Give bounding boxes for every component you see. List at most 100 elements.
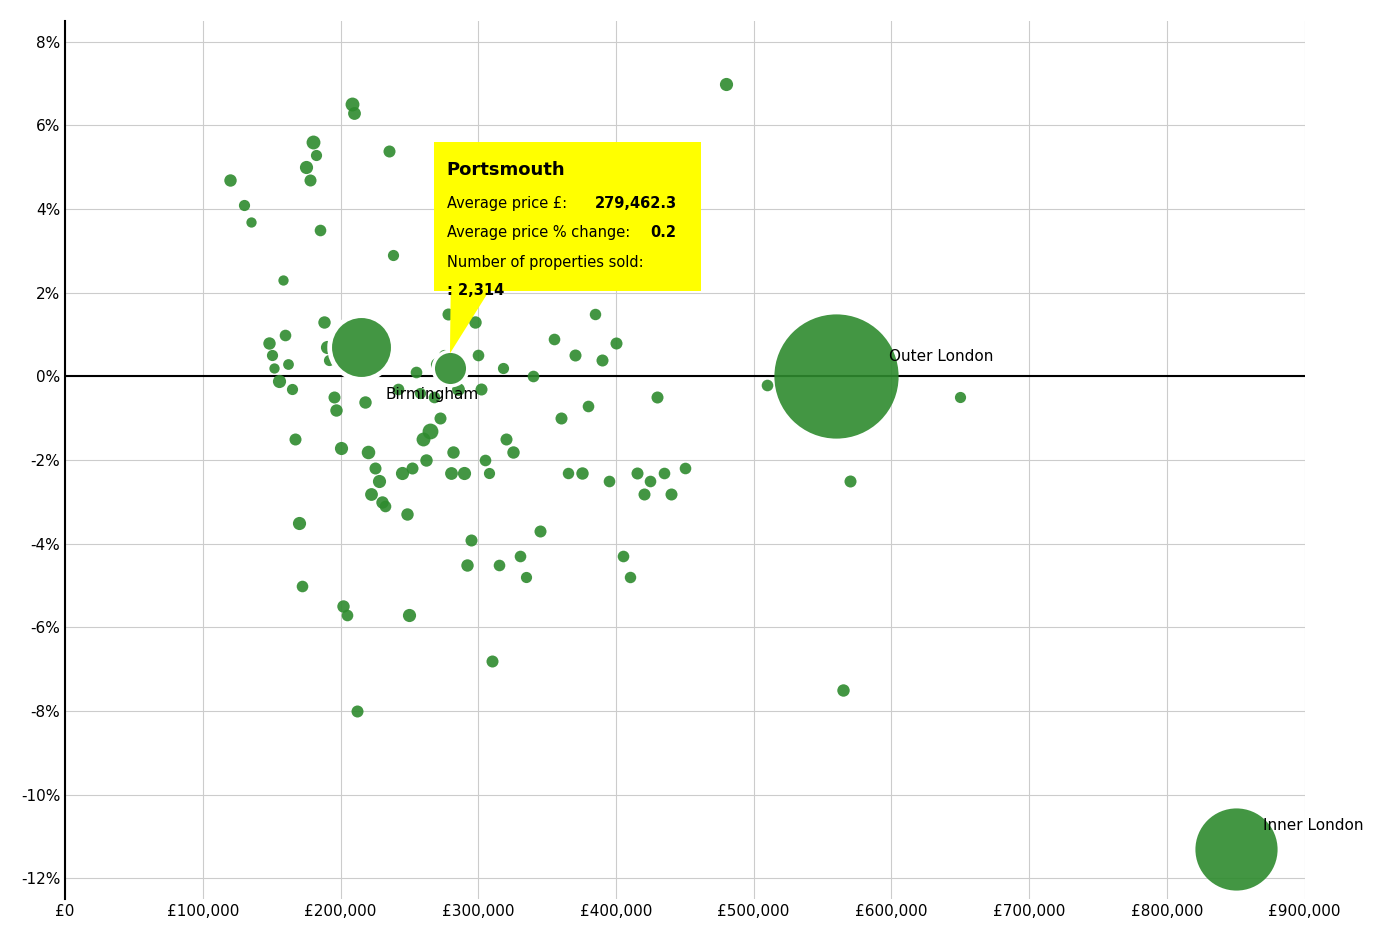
Point: [563, 348, 585, 363]
Point: [350, 339, 373, 354]
Point: [612, 549, 634, 564]
Point: [257, 336, 279, 351]
Text: Inner London: Inner London: [1264, 819, 1364, 833]
Point: [240, 214, 263, 229]
Point: [404, 365, 427, 380]
Point: [234, 197, 256, 212]
Point: [357, 445, 379, 460]
Point: [446, 382, 468, 397]
Point: [464, 315, 486, 330]
Point: [277, 356, 299, 371]
Point: [450, 361, 473, 376]
Point: [368, 474, 391, 489]
Point: [360, 486, 382, 501]
Text: 279,462.3: 279,462.3: [595, 196, 677, 211]
Point: [488, 557, 510, 572]
Point: [382, 247, 404, 262]
Point: [291, 578, 313, 593]
Point: [392, 465, 414, 480]
Point: [598, 474, 620, 489]
Point: [492, 361, 514, 376]
Point: [550, 411, 573, 426]
Point: [453, 465, 475, 480]
Point: [325, 402, 348, 417]
Text: 0.2: 0.2: [651, 226, 677, 241]
Point: [439, 361, 461, 376]
Point: [302, 134, 324, 149]
Point: [674, 461, 696, 476]
Point: [639, 474, 662, 489]
Point: [439, 465, 461, 480]
Point: [288, 515, 310, 530]
Point: [346, 703, 368, 718]
Point: [299, 172, 321, 187]
Point: [584, 306, 606, 321]
Point: [495, 431, 517, 446]
Point: [318, 352, 341, 368]
Text: Number of properties sold:: Number of properties sold:: [446, 255, 644, 270]
Point: [502, 445, 524, 460]
Point: [474, 452, 496, 467]
Point: [949, 390, 972, 405]
Point: [646, 390, 669, 405]
Point: [577, 399, 599, 414]
Point: [350, 339, 373, 354]
Point: [428, 411, 450, 426]
Point: [271, 273, 293, 288]
Text: Outer London: Outer London: [888, 349, 992, 364]
Point: [605, 336, 627, 351]
Point: [478, 465, 500, 480]
Point: [284, 431, 306, 446]
Point: [423, 390, 445, 405]
Point: [343, 105, 366, 120]
Point: [653, 465, 676, 480]
Point: [341, 97, 363, 112]
Point: [523, 368, 545, 384]
Polygon shape: [450, 290, 489, 353]
Point: [481, 653, 503, 668]
Point: [833, 682, 855, 697]
Point: [304, 148, 327, 163]
Text: Birmingham: Birmingham: [386, 387, 480, 402]
Point: [267, 373, 289, 388]
Point: [467, 348, 489, 363]
Point: [439, 361, 461, 376]
Point: [263, 361, 285, 376]
Point: [418, 423, 441, 438]
Point: [378, 143, 400, 158]
Point: [364, 461, 386, 476]
Point: [556, 465, 578, 480]
Point: [329, 440, 352, 455]
Point: [470, 382, 492, 397]
Point: [436, 306, 459, 321]
Point: [543, 331, 566, 346]
Point: [660, 486, 682, 501]
Point: [414, 452, 436, 467]
Point: [632, 486, 655, 501]
Point: [530, 524, 552, 539]
Point: [714, 76, 737, 91]
Point: [411, 431, 434, 446]
Point: [442, 445, 464, 460]
Point: [570, 465, 592, 480]
Point: [826, 368, 848, 384]
Point: [756, 377, 778, 392]
Point: [460, 532, 482, 547]
Text: Average price % change:: Average price % change:: [446, 226, 634, 241]
Point: [400, 461, 423, 476]
Point: [260, 348, 282, 363]
Point: [316, 339, 338, 354]
Point: [388, 382, 410, 397]
Point: [374, 498, 396, 513]
Point: [432, 348, 455, 363]
Text: : 2,314: : 2,314: [446, 283, 503, 298]
Point: [336, 607, 359, 622]
Point: [456, 557, 478, 572]
Point: [626, 465, 648, 480]
Bar: [434, 142, 702, 290]
Point: [313, 315, 335, 330]
Point: [371, 494, 393, 509]
Text: Portsmouth: Portsmouth: [446, 161, 566, 180]
Point: [516, 570, 538, 585]
Point: [537, 247, 559, 262]
